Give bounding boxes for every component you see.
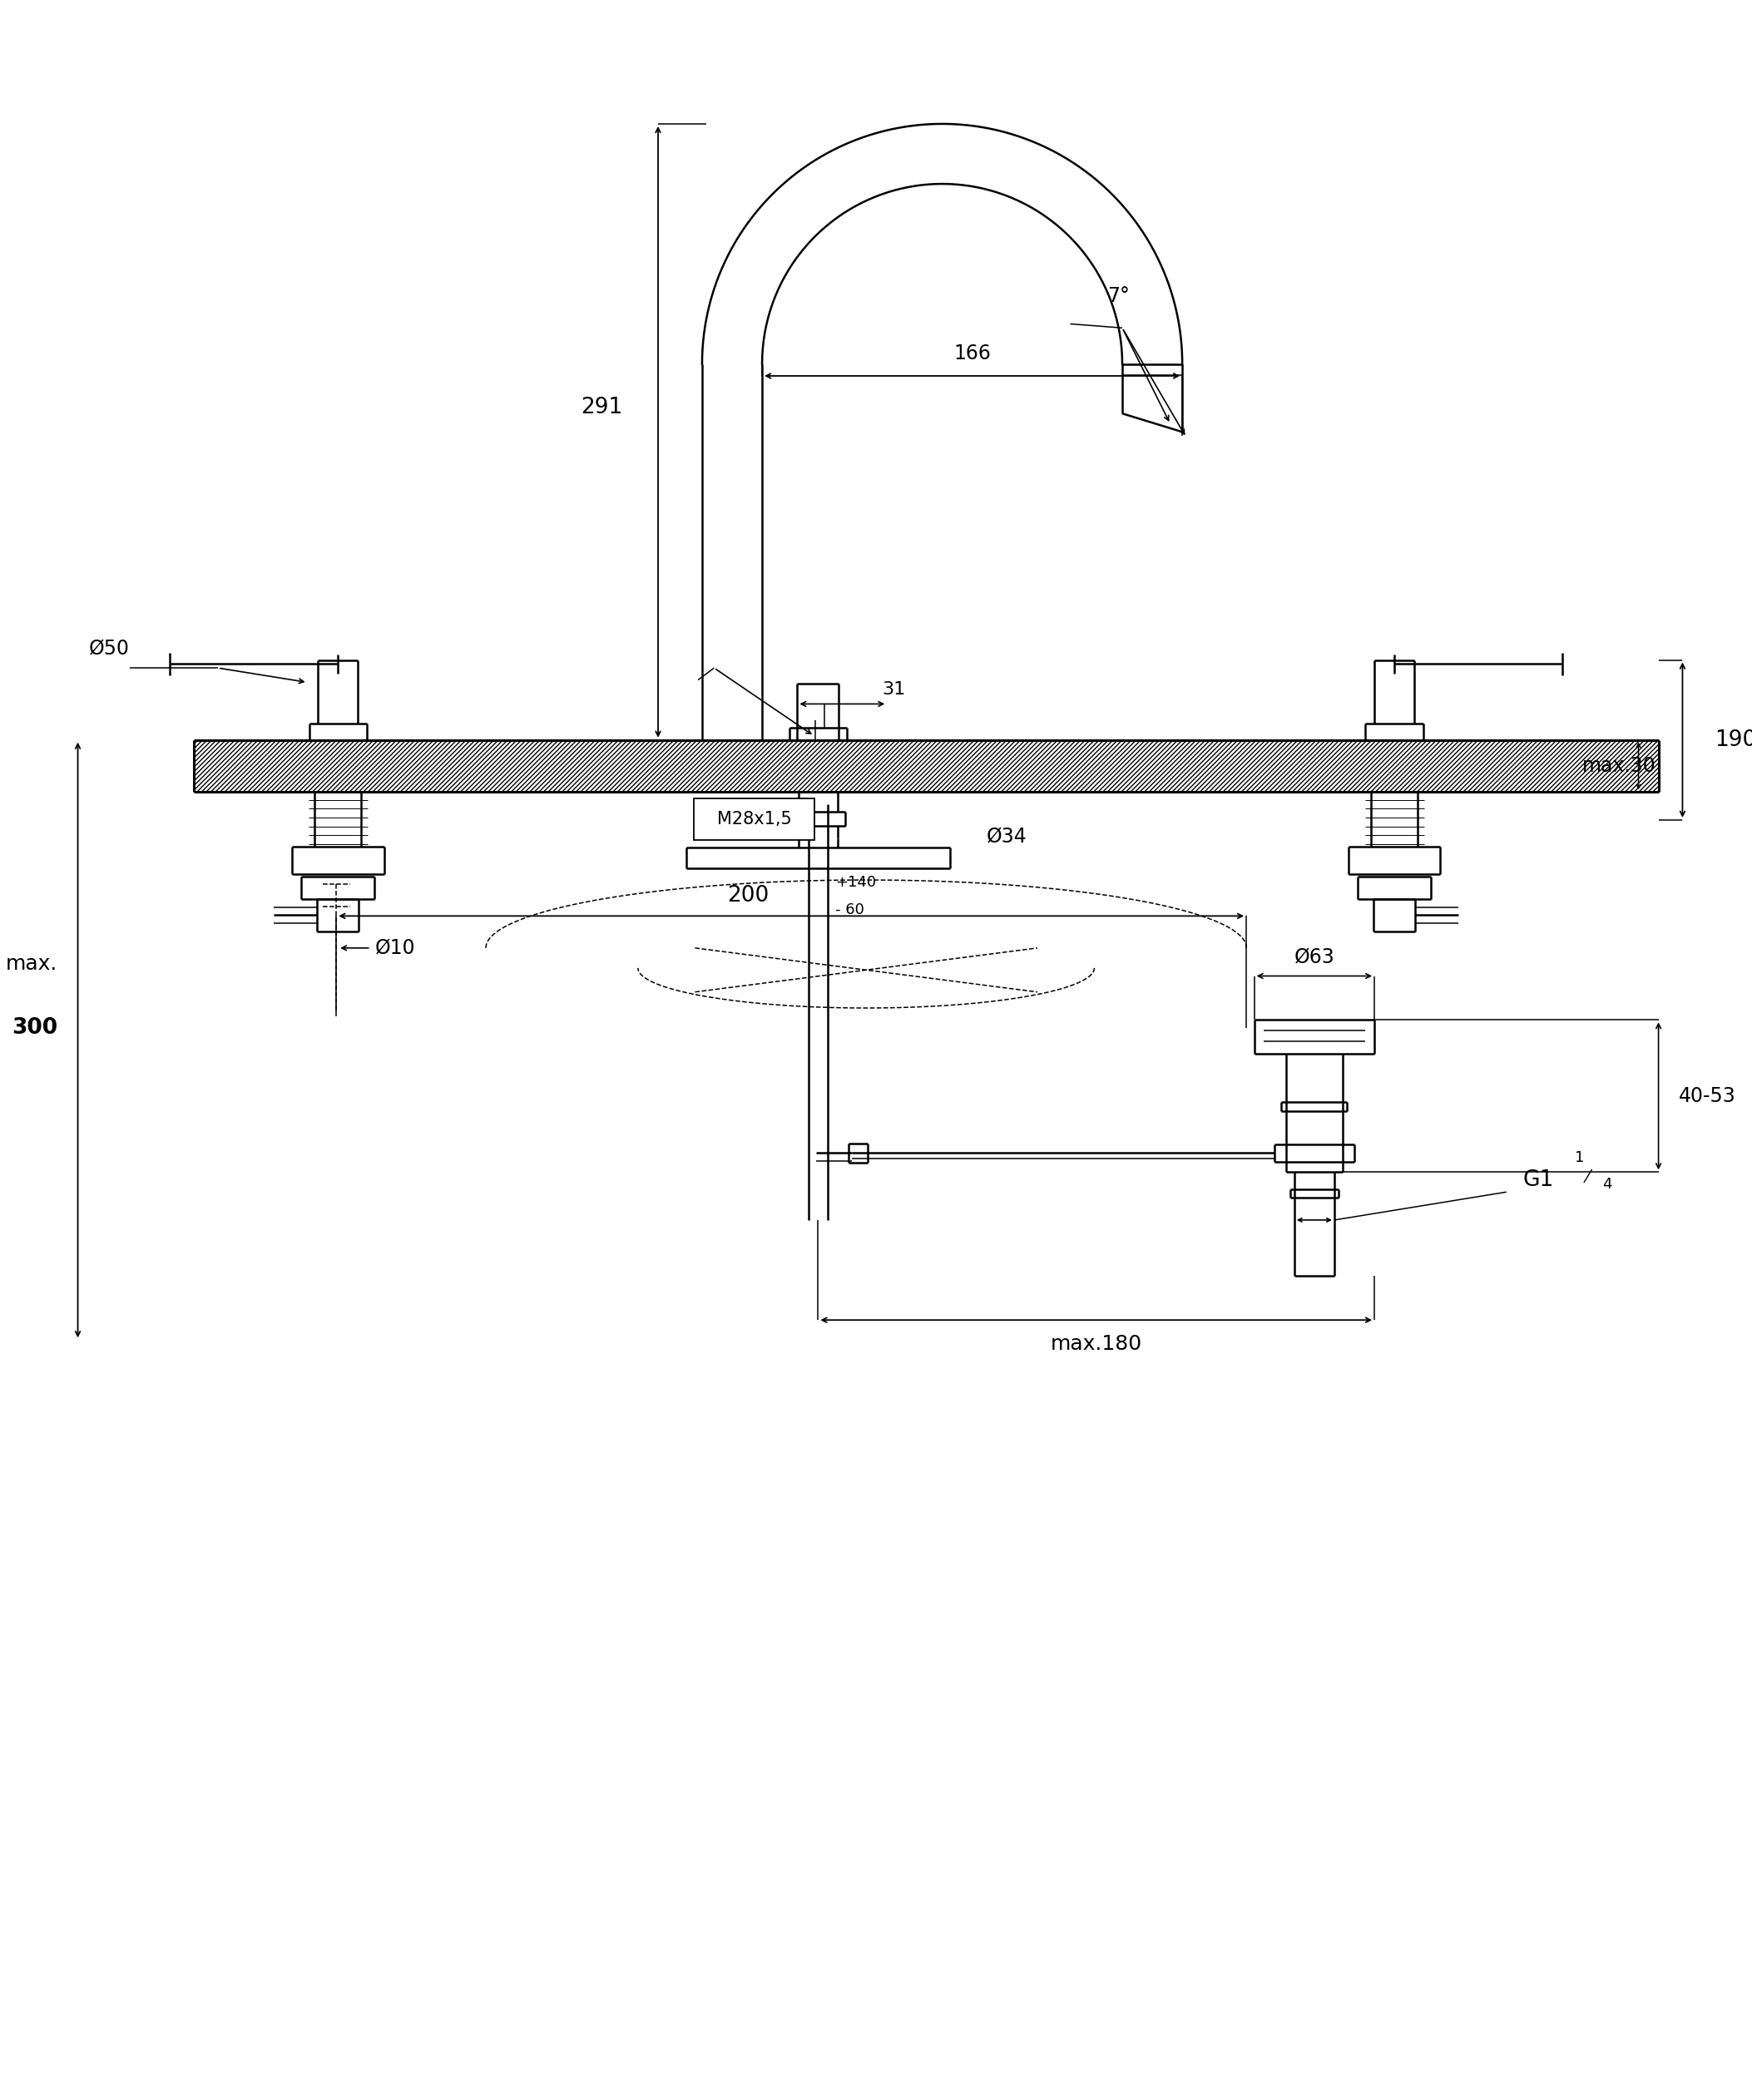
Text: 291: 291: [582, 397, 624, 418]
Text: 166: 166: [953, 344, 992, 363]
Text: ⁄: ⁄: [1587, 1170, 1589, 1186]
Bar: [694, 798, 815, 840]
Text: 200: 200: [727, 886, 769, 907]
Text: Ø10: Ø10: [375, 939, 415, 958]
Text: max.180: max.180: [1051, 1334, 1142, 1354]
Text: 190: 190: [1715, 729, 1752, 752]
Text: Ø34: Ø34: [986, 825, 1027, 846]
Text: Ø50: Ø50: [89, 638, 130, 657]
Text: Ø63: Ø63: [1295, 947, 1335, 966]
Text: 40-53: 40-53: [1678, 1086, 1736, 1107]
Text: G1: G1: [1522, 1170, 1554, 1191]
Text: 1: 1: [1575, 1151, 1584, 1166]
Text: 31: 31: [883, 680, 906, 697]
Text: 300: 300: [12, 1016, 58, 1040]
Text: max.: max.: [5, 953, 58, 974]
Text: 7°: 7°: [1107, 286, 1130, 307]
Text: +140: +140: [836, 876, 876, 890]
Text: M28x1,5: M28x1,5: [717, 811, 792, 827]
Text: max.30: max.30: [1582, 756, 1656, 775]
Text: - 60: - 60: [836, 903, 864, 918]
Text: 4: 4: [1603, 1176, 1612, 1191]
Bar: [194, 739, 1659, 792]
